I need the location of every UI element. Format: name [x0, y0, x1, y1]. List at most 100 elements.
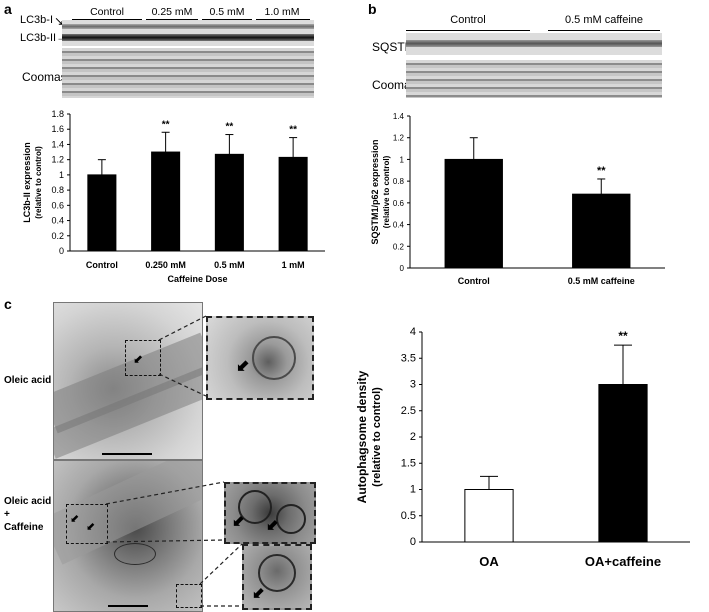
- condition-label-oa-caffeine: Oleic acid + Caffeine: [4, 496, 52, 533]
- autophagosome: [238, 490, 272, 524]
- bar: [87, 174, 117, 252]
- y-tick-label: 0.8: [393, 177, 405, 186]
- lc3b-blot: [62, 20, 314, 46]
- panel-c-letter: c: [4, 296, 12, 312]
- y-axis-label-line: Autophagsome density: [355, 370, 369, 503]
- category-label: 1 mM: [282, 260, 305, 270]
- em-micrograph-oa: [53, 302, 203, 460]
- coomassie-blot-a: [62, 48, 314, 98]
- lane-underline: [548, 30, 660, 31]
- bar: [572, 193, 631, 269]
- lc3b-ii-band: [62, 34, 314, 41]
- lane-underline: [202, 19, 252, 20]
- category-label: Control: [86, 260, 118, 270]
- lc3b-ii-label: LC3b-II: [20, 32, 57, 44]
- bar: [214, 153, 244, 252]
- y-tick-label: 2.5: [401, 405, 416, 417]
- panel-a-letter: a: [4, 1, 12, 17]
- y-tick-label: 1.2: [51, 155, 64, 165]
- lane-underline: [406, 30, 530, 31]
- y-tick-label: 2: [410, 431, 416, 443]
- autophagosome-arrow-icon: ⬋: [86, 521, 96, 533]
- autophagosome-arrow-icon: ⬋: [70, 513, 80, 525]
- em-inset-oa-caffeine-1: [224, 482, 316, 544]
- connector-line: [105, 539, 225, 543]
- y-tick-label: 1.4: [393, 112, 405, 121]
- zoom-region-box: [125, 340, 161, 376]
- lane-label-caffeine-b: 0.5 mM caffeine: [564, 14, 644, 26]
- autophagosome: [276, 504, 306, 534]
- y-tick-label: 3.5: [401, 352, 416, 364]
- condition-label-oa: Oleic acid: [4, 375, 52, 386]
- lane-label-control: Control: [90, 6, 124, 18]
- p62-blot: [406, 33, 662, 55]
- autophagosome-arrow-icon: ⬋: [252, 585, 265, 602]
- x-axis-label: Caffeine Dose: [167, 274, 227, 284]
- y-tick-label: 0.5: [401, 510, 416, 522]
- y-tick-label: 0: [410, 536, 416, 548]
- bar: [151, 151, 181, 252]
- lane-label-025: 0.25 mM: [151, 6, 193, 18]
- arrow-icon: ↘: [54, 14, 65, 28]
- y-tick-label: 0.6: [51, 200, 64, 210]
- lc3b-i-band: [62, 24, 314, 29]
- y-tick-label: 1.6: [51, 124, 64, 134]
- category-label: 0.5 mM caffeine: [568, 276, 635, 286]
- y-tick-label: 1: [400, 155, 405, 164]
- category-label: 0.250 mM: [145, 260, 186, 270]
- zoom-region-box: [66, 504, 108, 544]
- bar: [278, 156, 308, 252]
- zoom-region-box: [176, 584, 202, 608]
- y-tick-label: 1.4: [51, 139, 64, 149]
- autophagosome-arrow-icon: ⬋: [266, 517, 279, 534]
- y-axis-label-line: (relative to control): [382, 155, 391, 228]
- y-tick-label: 1.5: [401, 457, 416, 469]
- lane-underline: [256, 19, 310, 20]
- y-tick-label: 0: [59, 246, 64, 256]
- lane-label-10: 1.0 mM: [264, 6, 300, 18]
- chart-c: 0 0.5 1 1.5 2 2.5 3 3.5 4 Autophagsome density (re…: [355, 326, 690, 569]
- y-axis-label: Autophagsome density (relative to control…: [355, 370, 383, 503]
- y-tick-label: 1: [59, 170, 64, 180]
- bar: [444, 158, 503, 269]
- category-label: 0.5 mM: [214, 260, 245, 270]
- y-tick-label: 3: [410, 379, 416, 391]
- connector-line: [158, 315, 207, 341]
- significance-marker: **: [618, 329, 628, 343]
- connector-line: [199, 543, 243, 585]
- lane-label-control-b: Control: [450, 14, 486, 26]
- category-label: Control: [458, 276, 490, 286]
- significance-marker: **: [162, 119, 170, 130]
- y-tick-label: 0.2: [51, 231, 64, 241]
- category-label: OA: [479, 554, 499, 569]
- autophagosome: [252, 336, 296, 380]
- y-axis-label-line: (relative to control): [371, 387, 383, 487]
- y-tick-label: 0.4: [51, 216, 64, 226]
- y-axis-label-line: SQSTM1/p62 expression: [370, 139, 380, 244]
- y-axis-label-line: (relative to control): [34, 146, 43, 219]
- chart-b: 0 0.2 0.4 0.6 0.8 1 1.2 1.4 SQSTM1/p62 expressio…: [370, 112, 665, 286]
- chart-a: 0 0.2 0.4 0.6 0.8 1 1.2 1.4 1.6 1.8 LC3b-II expres…: [22, 109, 325, 284]
- em-inset-oa-caffeine-2: [242, 544, 312, 610]
- coomassie-blot-b: [406, 60, 662, 98]
- y-tick-label: 0: [400, 264, 405, 273]
- significance-marker: **: [597, 165, 606, 177]
- bar: [464, 489, 514, 543]
- bar: [598, 384, 648, 543]
- y-axis-label: LC3b-II expression (relative to control): [22, 142, 43, 223]
- y-axis-label-line: LC3b-II expression: [22, 142, 32, 223]
- significance-marker: **: [289, 125, 297, 136]
- y-tick-label: 0.4: [393, 221, 405, 230]
- autophagosome-arrow-icon: ⬋: [232, 513, 245, 530]
- cell-nucleus: [114, 543, 156, 565]
- autophagosome-arrow-icon: ⬋: [236, 358, 250, 375]
- y-tick-label: 1: [410, 484, 416, 496]
- lane-underline: [146, 19, 198, 20]
- significance-marker: **: [225, 122, 233, 133]
- scale-bar: [102, 453, 152, 455]
- em-inset-oa: [206, 316, 314, 400]
- autophagosome: [258, 554, 296, 592]
- lc3b-i-label: LC3b-I: [20, 14, 54, 26]
- y-tick-label: 0.2: [393, 242, 405, 251]
